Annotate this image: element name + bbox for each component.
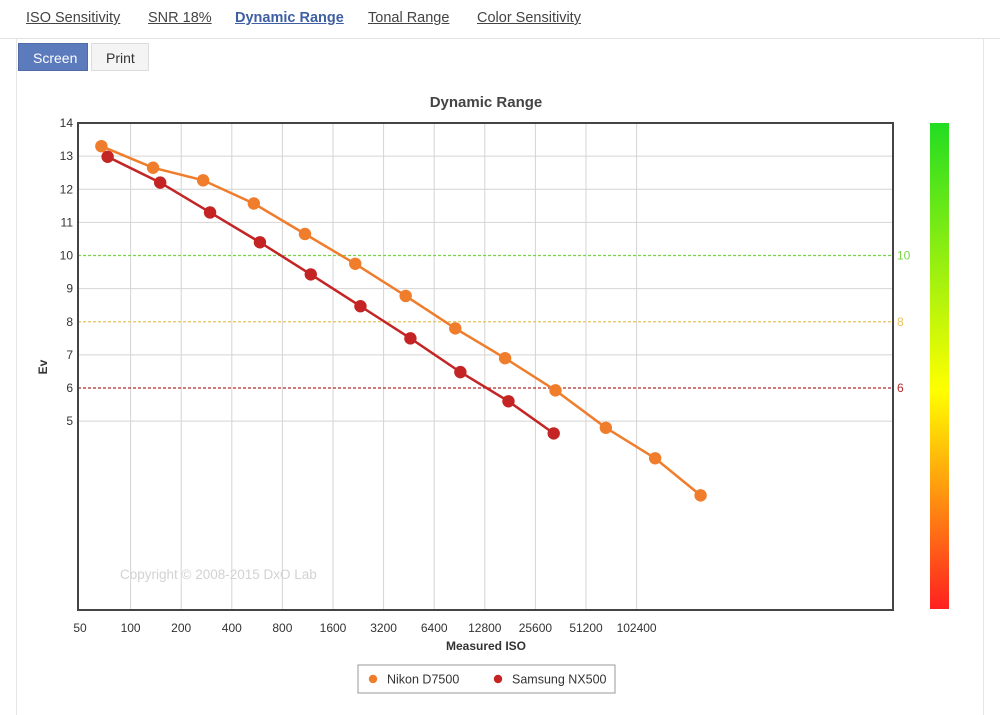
legend: Nikon D7500 Samsung NX500 <box>357 664 616 694</box>
y-tick-label: 5 <box>66 414 73 428</box>
x-tick-label: 200 <box>171 621 191 635</box>
x-tick-label: 12800 <box>468 621 502 635</box>
data-point[interactable] <box>399 289 412 303</box>
data-point[interactable] <box>547 427 560 440</box>
x-tick-label: 400 <box>222 621 242 635</box>
data-point[interactable] <box>247 197 261 210</box>
data-point[interactable] <box>599 421 613 434</box>
screen-button[interactable]: Screen <box>18 43 88 71</box>
x-tick-label: 102400 <box>617 621 657 635</box>
tab-tonal-range[interactable]: Tonal Range <box>368 10 450 26</box>
series-nikon-d7500 <box>95 139 707 502</box>
series-line <box>100 145 702 497</box>
data-point[interactable] <box>354 300 367 313</box>
series-samsung-nx500 <box>101 150 560 440</box>
chart-title: Dynamic Range <box>430 94 543 111</box>
series-line <box>107 155 555 435</box>
x-tick-label: 1600 <box>320 621 347 635</box>
data-point[interactable] <box>502 395 515 408</box>
data-point[interactable] <box>253 236 267 249</box>
reference-lines: 10 8 6 <box>78 249 911 395</box>
data-point[interactable] <box>449 322 462 335</box>
y-tick-label: 12 <box>60 182 74 196</box>
data-point[interactable] <box>203 206 217 219</box>
chart-panel <box>16 38 984 715</box>
y-tick-label: 9 <box>66 282 73 296</box>
y-tick-labels: 5 6 7 8 9 10 11 12 13 14 <box>60 116 74 428</box>
reference-line-label: 8 <box>897 315 904 329</box>
data-point[interactable] <box>146 161 160 174</box>
data-point[interactable] <box>196 174 210 187</box>
y-gridlines <box>78 155 893 422</box>
data-point[interactable] <box>101 150 114 163</box>
data-point[interactable] <box>498 352 512 365</box>
legend-marker <box>493 674 503 684</box>
plot-frame <box>77 122 894 611</box>
data-point[interactable] <box>349 257 362 270</box>
y-tick-label: 8 <box>66 315 73 329</box>
data-point[interactable] <box>298 227 312 241</box>
tab-iso-sensitivity[interactable]: ISO Sensitivity <box>26 10 121 26</box>
data-point[interactable] <box>304 268 317 281</box>
y-axis-label: Ev <box>36 359 50 374</box>
x-tick-labels: 50 100 200 400 800 1600 3200 6400 12800 25600 5120… <box>73 621 657 635</box>
data-point[interactable] <box>648 452 662 465</box>
legend-label[interactable]: Nikon D7500 <box>387 673 459 687</box>
x-axis-label: Measured ISO <box>446 639 526 653</box>
data-point[interactable] <box>549 384 562 397</box>
chart-tabs: ISO Sensitivity SNR 18% Dynamic Range To… <box>0 0 1000 39</box>
tab-color-sensitivity[interactable]: Color Sensitivity <box>477 10 581 26</box>
x-tick-label: 3200 <box>370 621 397 635</box>
reference-line-label: 6 <box>897 381 904 395</box>
print-button[interactable]: Print <box>91 43 149 71</box>
y-tick-label: 6 <box>66 381 73 395</box>
copyright-watermark: Copyright © 2008-2015 DxO Lab <box>120 567 317 582</box>
y-tick-label: 10 <box>60 249 74 263</box>
x-tick-label: 51200 <box>569 621 603 635</box>
data-point[interactable] <box>454 365 467 379</box>
reference-line-label: 10 <box>897 249 911 263</box>
legend-box <box>357 664 616 694</box>
x-tick-label: 800 <box>272 621 292 635</box>
x-tick-label: 6400 <box>421 621 448 635</box>
legend-label[interactable]: Samsung NX500 <box>512 673 607 687</box>
x-tick-label: 50 <box>73 621 87 635</box>
y-tick-label: 14 <box>60 116 74 130</box>
data-point[interactable] <box>694 489 707 502</box>
y-tick-label: 7 <box>66 348 73 362</box>
x-tick-label: 100 <box>121 621 141 635</box>
y-tick-label: 13 <box>60 149 74 163</box>
tab-dynamic-range[interactable]: Dynamic Range <box>235 10 344 26</box>
data-point[interactable] <box>95 139 108 153</box>
x-tick-label: 25600 <box>519 621 553 635</box>
legend-marker <box>368 674 378 684</box>
series-layer <box>95 139 707 502</box>
data-point[interactable] <box>153 176 167 189</box>
tab-snr-18[interactable]: SNR 18% <box>148 10 212 26</box>
dynamic-range-colorbar <box>930 123 949 609</box>
y-tick-label: 11 <box>61 215 74 229</box>
x-gridlines <box>130 123 638 610</box>
data-point[interactable] <box>404 332 417 345</box>
